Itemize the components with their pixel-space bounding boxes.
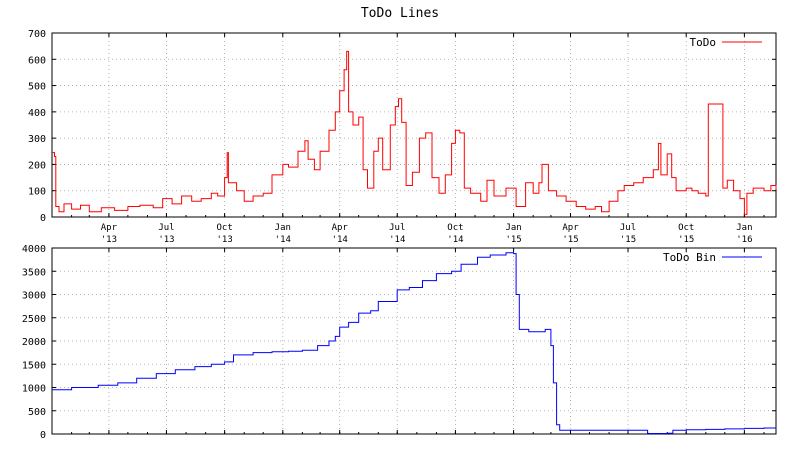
- y-tick-label: 700: [28, 29, 46, 40]
- legend-label: ToDo: [690, 36, 717, 49]
- todo-lines-panel: 0 100 200 300 400 500 600 700 Apr '13 Jul '13 Oct '13…: [28, 29, 777, 245]
- x-tick-label-year: '13: [101, 235, 117, 245]
- x-tick-label-year: '15: [505, 235, 521, 245]
- plot-border: [51, 32, 777, 218]
- x-tick-label-month: Oct: [678, 223, 694, 233]
- chart-title: ToDo Lines: [361, 6, 439, 21]
- x-tick-label-month: Jan: [275, 223, 291, 233]
- series-line-todo-bin: [52, 252, 777, 434]
- y-tick-label: 500: [28, 82, 46, 93]
- y-tick-label: 200: [28, 160, 46, 171]
- x-tick-label-month: Jul: [389, 223, 405, 233]
- y-tick-label: 2000: [22, 337, 46, 348]
- x-tick-label-year: '15: [678, 235, 694, 245]
- y-tick-label: 4000: [22, 244, 46, 255]
- x-tick-label-month: Jul: [620, 223, 636, 233]
- todo-bin-panel: 0 500 1000 1500 2000 2500 3000 3500 4000 ToDo Bin: [22, 244, 777, 441]
- plot-border: [51, 247, 777, 435]
- y-tick-label: 3000: [22, 291, 46, 302]
- y-tick-label: 600: [28, 55, 46, 66]
- x-tick-label-year: '15: [620, 235, 636, 245]
- x-tick-label-month: Apr: [332, 223, 349, 233]
- y-tick-label: 3500: [22, 267, 46, 278]
- x-tick-label-month: Jan: [505, 223, 521, 233]
- x-tick-label-month: Apr: [101, 223, 118, 233]
- y-tick-label: 500: [28, 407, 46, 418]
- x-tick-label-year: '13: [158, 235, 174, 245]
- y-tick-label: 1000: [22, 384, 46, 395]
- legend-label: ToDo Bin: [663, 251, 716, 264]
- series-line-todo: [52, 50, 777, 215]
- x-tick-label-month: Oct: [447, 223, 463, 233]
- y-tick-label: 300: [28, 134, 46, 145]
- y-tick-label: 400: [28, 108, 46, 119]
- x-tick-label-month: Jul: [158, 223, 174, 233]
- x-tick-label-month: Jan: [736, 223, 752, 233]
- y-tick-label: 1500: [22, 360, 46, 371]
- x-tick-label-year: '14: [447, 235, 463, 245]
- x-tick-label-year: '16: [736, 235, 752, 245]
- x-tick-label-year: '14: [332, 235, 348, 245]
- x-tick-label-year: '15: [562, 235, 578, 245]
- x-tick-label-year: '14: [275, 235, 291, 245]
- x-tick-label-month: Oct: [216, 223, 232, 233]
- x-tick-label-year: '14: [389, 235, 405, 245]
- y-tick-label: 0: [40, 213, 46, 224]
- x-tick-label-month: Apr: [562, 223, 579, 233]
- y-tick-label: 2500: [22, 314, 46, 325]
- x-tick-label-year: '13: [216, 235, 232, 245]
- y-tick-label: 0: [40, 430, 46, 441]
- y-tick-label: 100: [28, 187, 46, 198]
